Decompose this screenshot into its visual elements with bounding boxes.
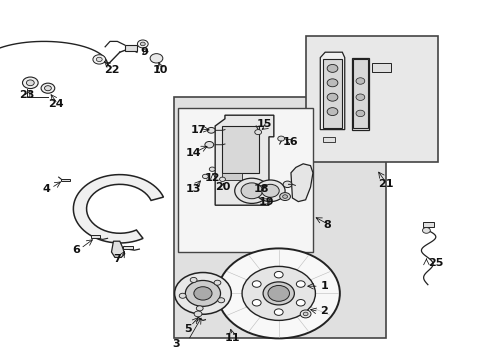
Text: 17: 17 (190, 125, 205, 135)
Circle shape (137, 40, 148, 48)
Text: 20: 20 (214, 182, 230, 192)
Bar (222, 126, 259, 173)
Circle shape (179, 293, 186, 298)
Circle shape (326, 108, 337, 116)
Circle shape (190, 278, 197, 283)
Circle shape (194, 311, 202, 317)
Text: 15: 15 (256, 119, 271, 129)
Bar (178, 108, 312, 252)
Circle shape (300, 310, 310, 318)
Circle shape (277, 136, 284, 141)
Circle shape (242, 266, 315, 320)
Circle shape (185, 280, 220, 306)
Text: 4: 4 (42, 184, 50, 194)
Circle shape (207, 127, 215, 133)
Bar (352, 59, 367, 128)
Text: 25: 25 (427, 258, 442, 268)
Bar (61, 179, 70, 181)
Circle shape (263, 282, 294, 305)
Circle shape (26, 80, 34, 86)
Circle shape (355, 94, 364, 100)
Circle shape (252, 300, 261, 306)
Bar (371, 63, 390, 72)
Polygon shape (111, 241, 124, 257)
Polygon shape (73, 175, 163, 243)
Circle shape (96, 57, 102, 62)
Polygon shape (320, 52, 344, 130)
Circle shape (241, 183, 262, 199)
Circle shape (267, 285, 289, 301)
Circle shape (214, 280, 221, 285)
Text: 16: 16 (283, 137, 298, 147)
Text: 23: 23 (19, 90, 35, 100)
Bar (123, 246, 133, 249)
Polygon shape (351, 58, 368, 130)
Bar (322, 137, 334, 142)
Text: 9: 9 (140, 47, 148, 57)
Circle shape (252, 281, 261, 287)
Circle shape (22, 77, 38, 89)
Circle shape (44, 86, 51, 91)
Text: 22: 22 (103, 65, 119, 75)
Text: 6: 6 (72, 245, 80, 255)
Bar (422, 222, 433, 227)
Circle shape (255, 180, 285, 202)
Circle shape (41, 83, 55, 93)
Circle shape (174, 273, 231, 314)
Circle shape (282, 195, 287, 198)
Circle shape (422, 228, 429, 233)
Text: 21: 21 (378, 179, 393, 189)
Text: 24: 24 (48, 99, 64, 109)
Circle shape (204, 141, 213, 148)
Text: 8: 8 (323, 220, 331, 230)
Bar (305, 36, 437, 162)
Circle shape (261, 184, 279, 197)
Circle shape (93, 55, 105, 64)
Bar (91, 235, 100, 238)
Bar (222, 173, 242, 180)
Circle shape (150, 54, 163, 63)
Circle shape (193, 287, 212, 300)
Circle shape (274, 309, 283, 315)
Text: 1: 1 (320, 281, 327, 291)
Circle shape (326, 79, 337, 87)
Circle shape (303, 312, 307, 316)
Text: 5: 5 (184, 324, 192, 334)
Text: 7: 7 (113, 254, 121, 264)
Circle shape (279, 193, 290, 201)
Circle shape (254, 130, 261, 135)
Bar (322, 59, 342, 128)
Bar (124, 45, 137, 51)
Polygon shape (215, 115, 273, 205)
Polygon shape (290, 164, 312, 202)
Circle shape (217, 298, 224, 303)
Text: 3: 3 (172, 339, 180, 349)
Text: 2: 2 (320, 306, 327, 316)
Circle shape (274, 271, 283, 278)
Bar (173, 97, 386, 338)
Text: 19: 19 (258, 197, 274, 207)
Circle shape (202, 174, 208, 179)
Circle shape (234, 178, 268, 203)
Circle shape (140, 42, 145, 46)
Circle shape (326, 93, 337, 101)
Circle shape (355, 110, 364, 117)
Circle shape (196, 306, 203, 311)
Circle shape (296, 300, 305, 306)
Circle shape (219, 177, 225, 181)
Text: 12: 12 (204, 173, 220, 183)
Text: 14: 14 (185, 148, 201, 158)
Text: 18: 18 (253, 184, 269, 194)
Circle shape (326, 64, 337, 72)
Circle shape (355, 78, 364, 84)
Text: 10: 10 (152, 65, 168, 75)
Text: 11: 11 (224, 333, 240, 343)
Circle shape (283, 181, 291, 188)
Text: 13: 13 (185, 184, 201, 194)
Circle shape (209, 167, 215, 171)
Circle shape (296, 281, 305, 287)
Circle shape (217, 248, 339, 338)
